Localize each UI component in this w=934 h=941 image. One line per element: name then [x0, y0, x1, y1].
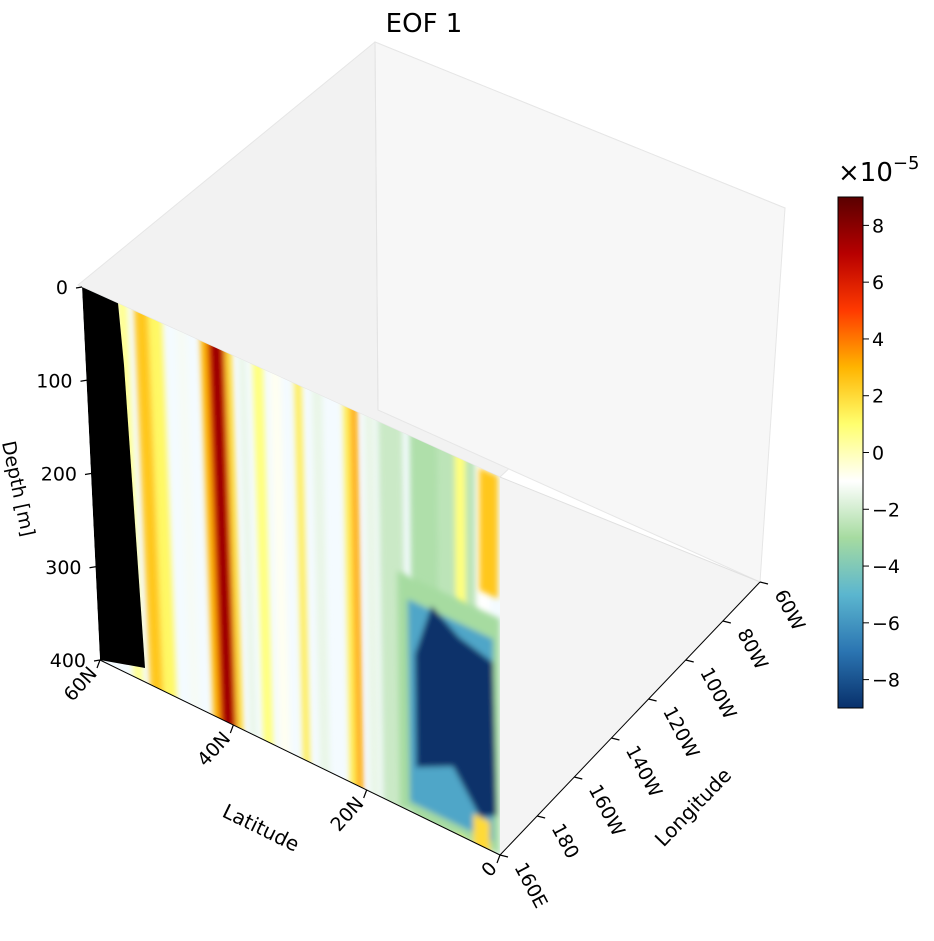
longitude-tick: [759, 581, 769, 585]
colorbar-multiplier-exponent: −5: [893, 153, 920, 174]
colorbar-multiplier-base: ×10: [838, 158, 893, 188]
land-mask: [82, 287, 145, 668]
longitude-tick-label: 60W: [770, 586, 810, 634]
colorbar-tick-label: 0: [872, 443, 884, 465]
depth-tick-label: 0: [56, 277, 68, 299]
colorbar-multiplier: ×10−5: [838, 153, 919, 188]
latitude-tick: [229, 724, 234, 734]
longitude-tick-label: 120W: [658, 703, 703, 762]
latitude-tick-label: 20N: [326, 793, 368, 836]
depth-axis: 0 100 200 300 400: [36, 277, 101, 672]
depth-tick-label: 300: [45, 557, 81, 579]
latitude-axis-line: [99, 659, 501, 856]
latitude-tick: [96, 659, 101, 669]
colorbar-tick-label: 4: [872, 329, 884, 351]
colorbar-tick-label: 6: [872, 272, 884, 294]
chart-title: EOF 1: [386, 9, 463, 39]
pane-edge: [374, 41, 379, 411]
latitude-tick: [496, 854, 501, 864]
longitude-tick: [611, 737, 620, 741]
colorbar-tick-label: 2: [872, 386, 884, 408]
colorbar: 8 6 4 2 0 −2 −4 −6 −8 ×10−5: [837, 153, 919, 709]
depth-tick-label: 200: [41, 464, 77, 486]
colorbar-tick-label: 8: [872, 215, 884, 237]
longitude-tick-label: 140W: [621, 742, 666, 801]
longitude-tick: [722, 620, 732, 624]
longitude-tick-label: 80W: [732, 625, 772, 673]
longitude-tick: [685, 659, 694, 663]
depth-tick-label: 400: [50, 650, 86, 672]
longitude-tick-label: 160W: [584, 781, 629, 840]
latitude-tick-label: 40N: [193, 728, 235, 771]
longitude-axis-label: Longitude: [650, 763, 736, 851]
colorbar-tick-label: −6: [872, 613, 900, 635]
depth-tick: [93, 659, 101, 662]
depth-tick: [84, 472, 92, 476]
colorbar-tick-label: −8: [872, 670, 900, 692]
depth-tick: [89, 566, 96, 569]
longitude-tick: [648, 698, 657, 702]
longitude-tick-label: 160E: [510, 859, 552, 912]
colorbar-tick-label: −4: [872, 556, 900, 578]
depth-tick-label: 100: [36, 370, 72, 392]
longitude-axis-line: [499, 581, 761, 856]
colorbar-bar: [837, 196, 864, 709]
longitude-tick-label: 180: [547, 820, 583, 862]
section-panel: [82, 287, 500, 855]
depth-axis-label: Depth [m]: [0, 439, 39, 539]
longitude-tick: [574, 776, 583, 780]
latitude-axis-label: Latitude: [219, 799, 304, 857]
colorbar-tick-label: −2: [872, 499, 900, 521]
longitude-tick: [499, 854, 509, 858]
longitude-tick-label: 100W: [695, 664, 740, 723]
depth-tick: [75, 286, 83, 289]
latitude-tick: [363, 789, 368, 799]
longitude-tick: [536, 815, 546, 819]
depth-tick: [80, 379, 87, 382]
